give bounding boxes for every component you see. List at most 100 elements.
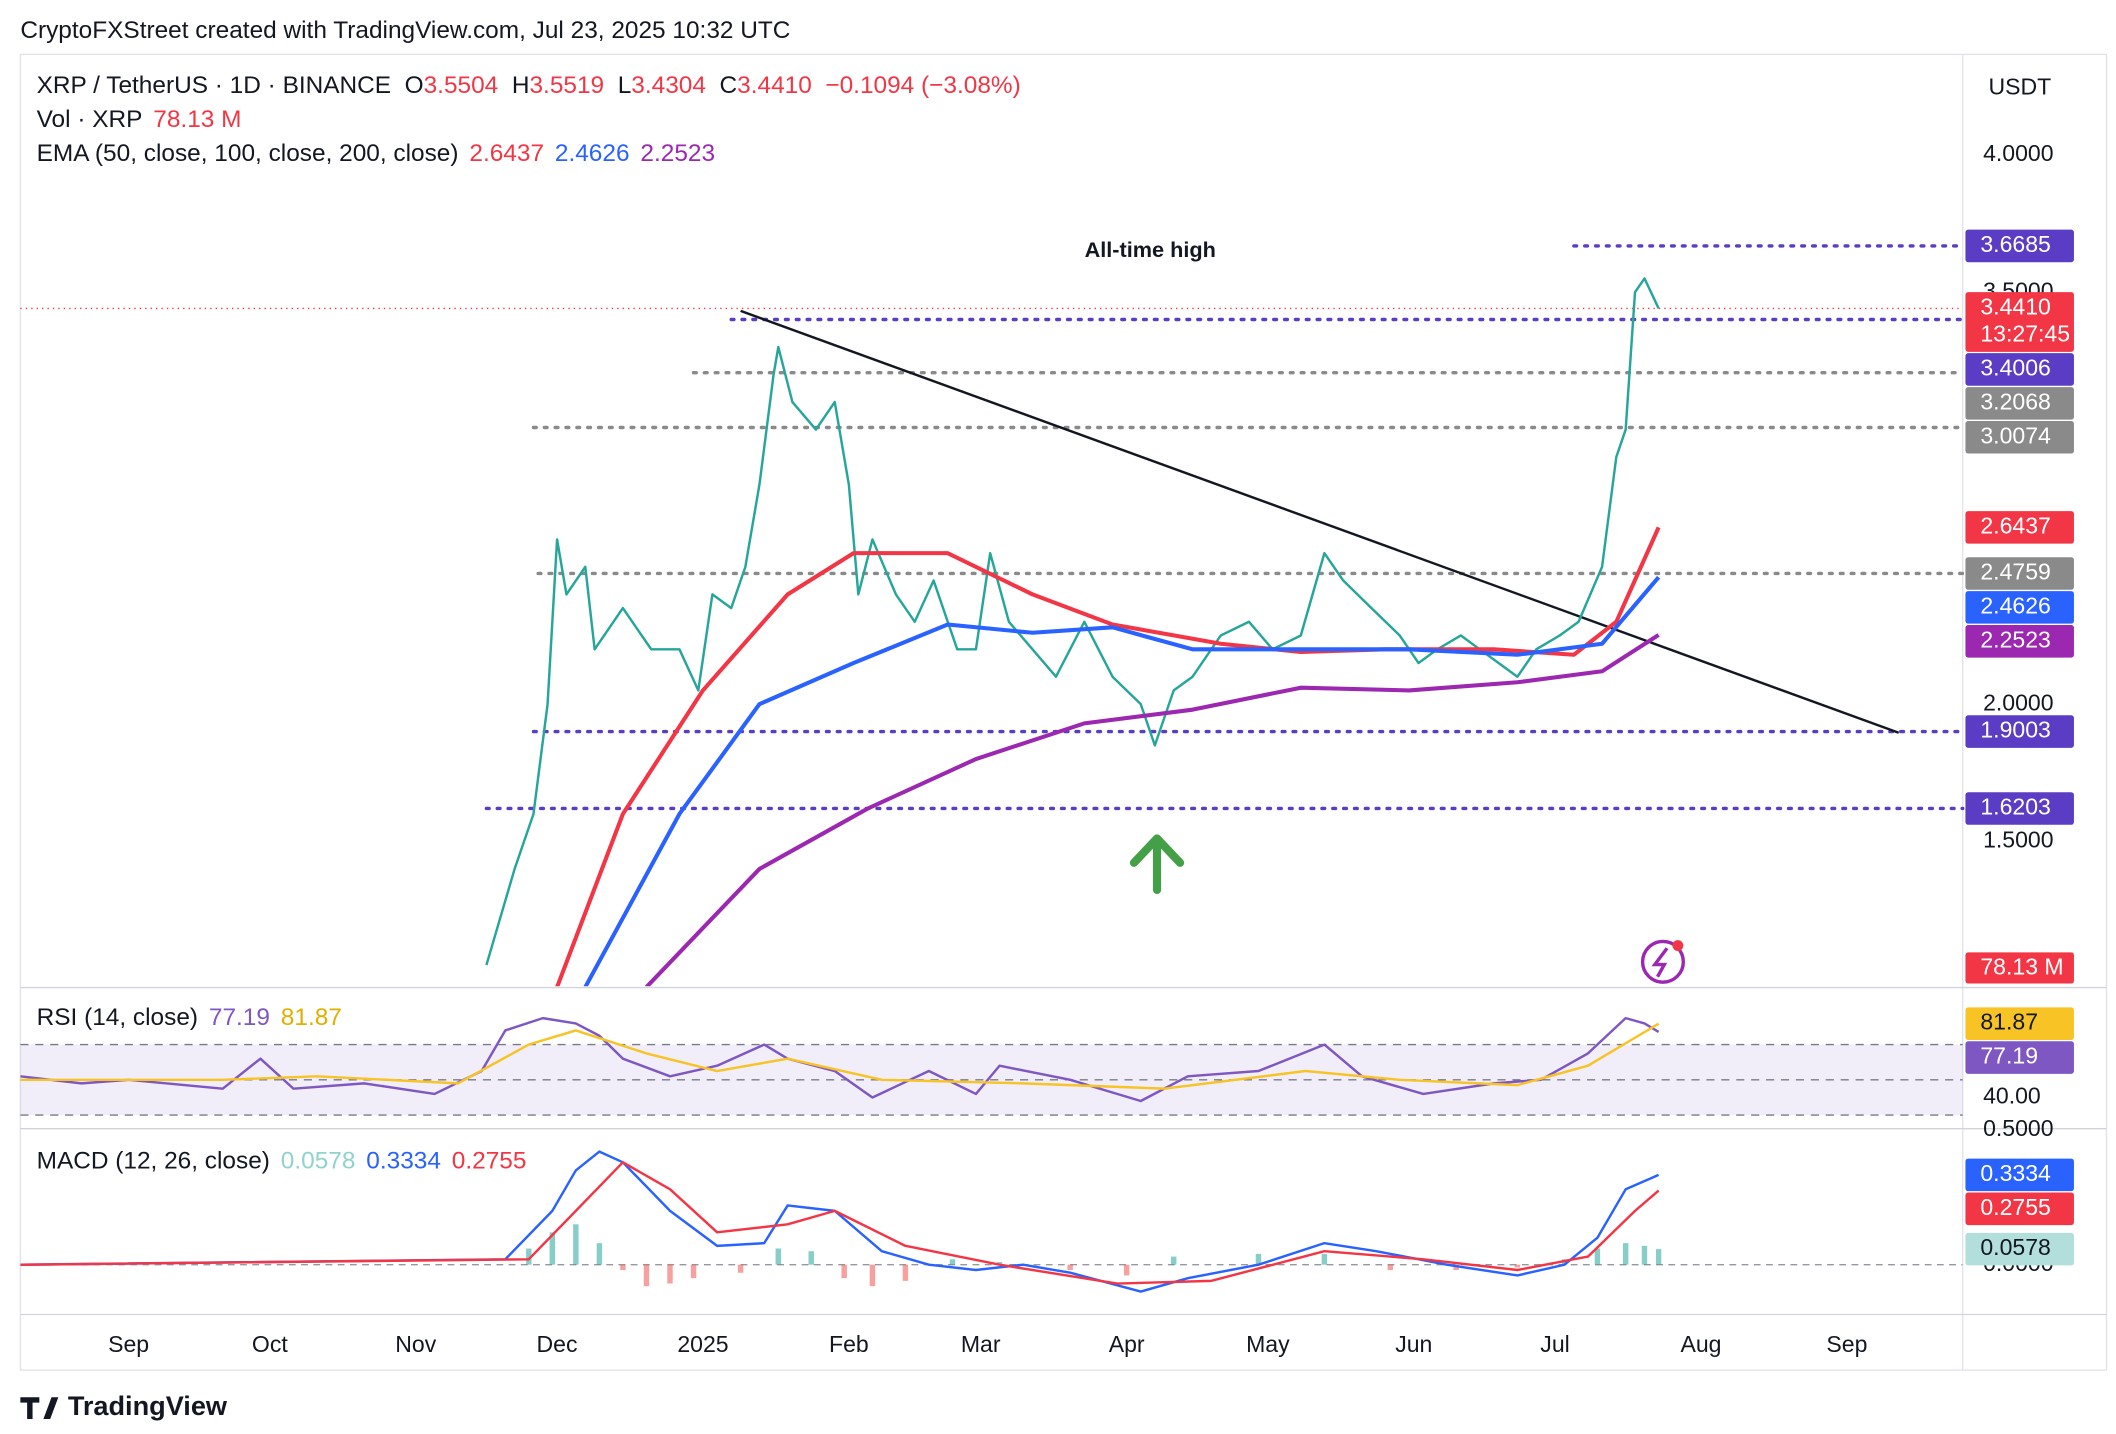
price-tag [1965,1041,2074,1074]
price-tag-text: 77.19 [1980,1043,2038,1069]
ohlc-value: 3.4410 [737,72,812,99]
histogram-bar [1321,1253,1328,1265]
price-tag-text: 2.6437 [1980,512,2050,538]
x-tick-label: Sep [108,1331,149,1357]
macd-legend: MACD (12, 26, close) 0.0578 0.3334 0.2755 [37,1148,527,1175]
y-tick-label: 40.00 [1983,1083,2041,1109]
change: −0.1094 (−3.08%) [825,72,1020,99]
x-tick-label: 2025 [677,1331,728,1357]
currency[interactable]: USDT [1988,73,2051,99]
price-tag-text: 1.9003 [1980,717,2050,743]
price-tag-text: 3.4006 [1980,355,2050,381]
ohlc-value: 3.4304 [631,72,706,99]
price-tag-text: 3.2068 [1980,388,2050,414]
histogram-bar [1655,1249,1662,1265]
indicator-line [583,575,1661,987]
price-tag-text: 3.0074 [1980,422,2051,448]
y-tick-label: 2.0000 [1983,689,2054,715]
trendline [740,309,1900,734]
histogram-bar [1067,1264,1073,1271]
histogram-bar [737,1264,744,1273]
histogram-bar [620,1264,626,1271]
indicator-line [20,1161,1660,1285]
price-tag [1965,387,2074,420]
histogram-bar [690,1264,697,1279]
hist-value: 0.0578 [281,1148,356,1175]
histogram-bar [996,1261,1003,1265]
histogram-bar [667,1264,673,1284]
histogram-bar [949,1259,956,1265]
volume-tag [1965,952,2074,984]
ohlc-key: L [618,72,632,99]
price-tag [1965,792,2074,825]
histogram-bar [549,1232,556,1265]
y-tick-label: 0.5000 [1983,1115,2054,1141]
price-tag [1965,511,2074,544]
price-tag [1965,625,2074,658]
y-tick-label: 4.0000 [1983,140,2054,166]
x-tick-label: Feb [829,1331,869,1357]
indicator-line [555,526,1661,987]
rsi-label: RSI (14, close) [37,1004,198,1031]
x-tick-label: Dec [537,1331,578,1357]
indicator-line [20,1150,1660,1293]
histogram-bar [1255,1253,1262,1265]
y-tick-label: 1.5000 [1983,827,2054,853]
histogram-bar [1641,1245,1648,1265]
footer-brand: TradingView [68,1390,228,1421]
credit: CryptoFXStreet created with TradingView.… [20,17,790,44]
ohlc-key: O [405,72,424,99]
ema-value: 2.6437 [469,140,544,167]
histogram-bar [573,1224,579,1265]
ohlc-value: 3.5504 [424,72,499,99]
histogram-bar [596,1243,603,1265]
x-tick-label: Mar [961,1331,1001,1357]
annotation: All-time high [1085,237,1216,262]
x-tick-label: Jun [1395,1331,1432,1357]
up-arrow [1129,834,1185,895]
price-tag [1965,1232,2074,1266]
price-tag-text: 2.4759 [1980,559,2050,585]
ohlc-key: H [512,72,530,99]
ohlc-key: C [720,72,738,99]
frame [19,53,2108,1371]
histogram-bar [643,1264,650,1287]
price-tag-text: 3.4410 [1980,294,2050,320]
histogram-bar [526,1248,532,1265]
rsi-legend: RSI (14, close) 77.19 81.87 [37,1004,342,1031]
price-tag-text: 0.0578 [1980,1234,2050,1260]
macd-value: 0.3334 [366,1148,441,1175]
indicator-line [20,1022,1660,1090]
histogram-bar [1387,1264,1393,1271]
x-tick-label: Oct [252,1331,288,1357]
price-tag-text: 2.4626 [1980,592,2050,618]
price-tag-text: 0.2755 [1980,1194,2050,1220]
macd-label: MACD (12, 26, close) [37,1148,270,1175]
histogram-bar [1514,1264,1521,1268]
volume-label: Vol · XRP [37,106,143,133]
rsi-value: 77.19 [209,1004,270,1031]
x-tick-label: Sep [1826,1331,1867,1357]
indicator-line [644,633,1660,987]
histogram-bar [1171,1256,1177,1265]
price-tag [1965,715,2074,748]
histogram-bar [775,1248,781,1265]
histogram-bar [902,1264,909,1281]
x-tick-label: Nov [395,1331,436,1357]
lightning-icon[interactable] [1640,939,1686,984]
histogram-bar [869,1264,876,1287]
price-tag-text: 2.2523 [1980,626,2050,652]
price-tag [1965,229,2074,263]
price-line [485,277,1660,966]
price-tag [1965,292,2074,352]
volume-value: 78.13 M [153,106,241,133]
price-tag [1965,420,2074,454]
ema-label: EMA (50, close, 100, close, 200, close) [37,140,459,167]
x-tick-label: Aug [1680,1331,1721,1357]
countdown: 13:27:45 [1980,321,2070,347]
rsi-ma-value: 81.87 [281,1004,342,1031]
histogram-bar [1622,1243,1629,1265]
ema-legend: EMA (50, close, 100, close, 200, close) 2… [37,140,715,167]
volume-tag-text: 78.13 M [1980,954,2063,980]
